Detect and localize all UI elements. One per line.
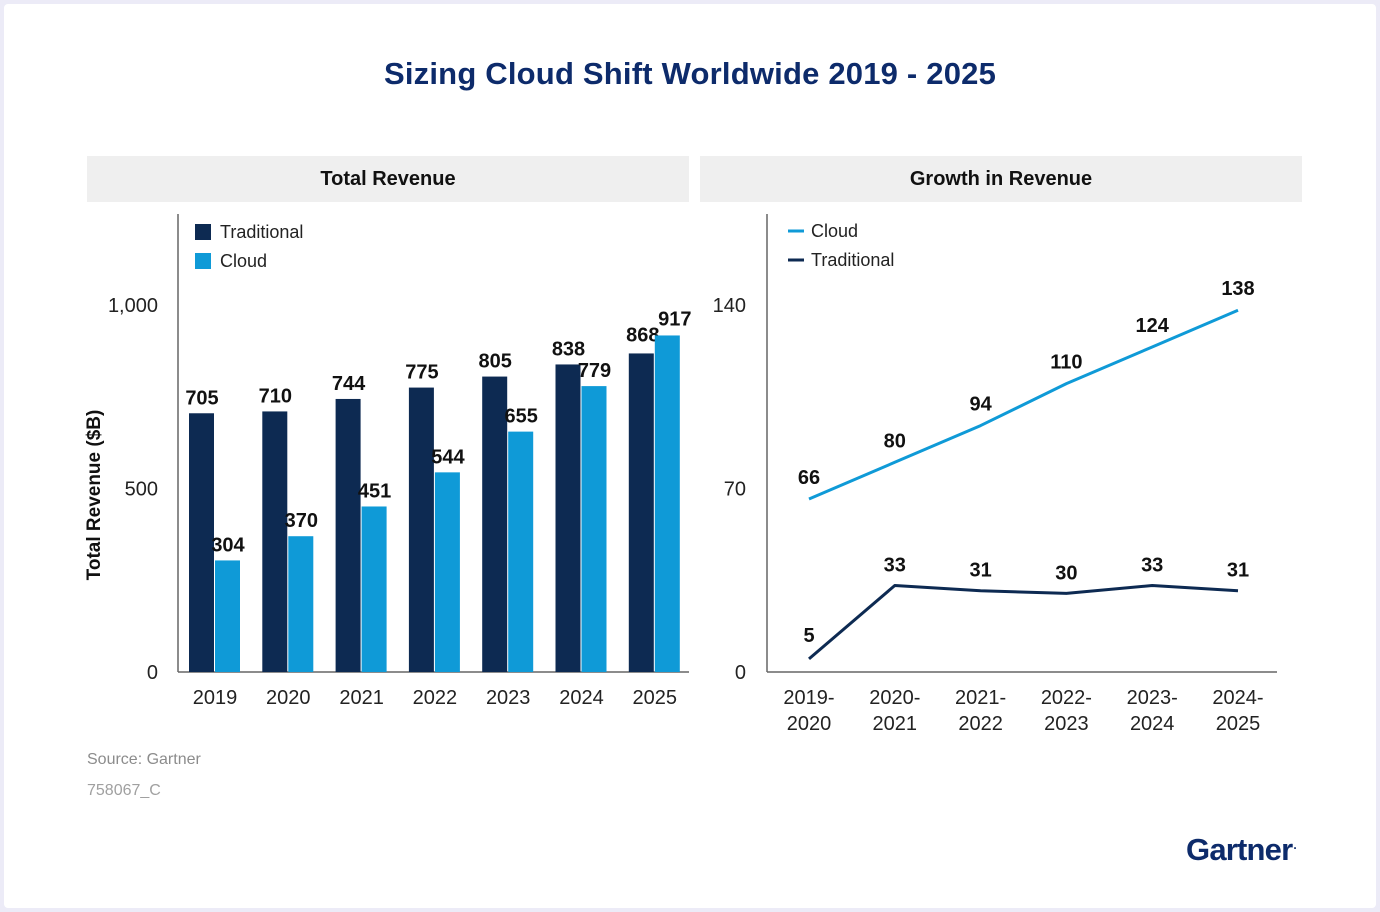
line-data-label: 5 [803, 625, 814, 647]
growth-revenue-panel-header: Growth in Revenue [700, 156, 1302, 202]
bar-y-tick-label: 0 [147, 662, 158, 684]
source-note: Source: Gartner [87, 751, 201, 768]
bar-data-label: 451 [358, 480, 391, 502]
bar-data-label: 710 [259, 385, 292, 407]
bar-y-tick-label: 1,000 [108, 295, 158, 317]
bar-data-label: 868 [626, 324, 659, 346]
legend-label-traditional: Traditional [220, 222, 303, 242]
legend-label-cloud: Cloud [811, 221, 858, 241]
bar-x-tick-label: 2020 [266, 687, 311, 709]
line-y-tick-label: 0 [735, 662, 746, 684]
page-title: Sizing Cloud Shift Worldwide 2019 - 2025 [383, 56, 997, 91]
bar-data-label: 775 [405, 362, 438, 384]
bar-cloud-2024 [581, 386, 607, 672]
line-data-label: 124 [1136, 315, 1170, 337]
line-x-tick-label: 2019- [783, 687, 834, 709]
bar-y-axis-title: Total Revenue ($B) [84, 410, 105, 581]
bar-data-label: 304 [211, 534, 245, 556]
line-x-tick-label: 2022- [1041, 687, 1092, 709]
bar-x-tick-label: 2019 [193, 687, 238, 709]
gartner-logo: Gartner. [1186, 832, 1297, 868]
line-x-tick-label: 2020 [787, 713, 832, 735]
bar-x-tick-label: 2025 [633, 687, 678, 709]
bar-x-tick-label: 2023 [486, 687, 531, 709]
line-y-tick-label: 140 [713, 295, 746, 317]
line-data-label: 110 [1050, 352, 1082, 374]
line-data-label: 94 [969, 394, 992, 416]
bar-traditional-2025 [628, 353, 654, 672]
line-x-tick-label: 2020- [869, 687, 920, 709]
bar-cloud-2019 [215, 560, 240, 672]
line-data-label: 31 [969, 560, 991, 582]
line-data-label: 30 [1055, 562, 1077, 584]
bar-x-tick-label: 2024 [559, 687, 604, 709]
line-x-tick-label: 2023- [1127, 687, 1178, 709]
legend-swatch-cloud [195, 253, 211, 269]
gartner-logo-text: Gartner [1186, 832, 1293, 867]
total-revenue-panel-header: Total Revenue [87, 156, 689, 202]
legend-label-cloud: Cloud [220, 251, 267, 271]
bar-data-label: 544 [431, 446, 465, 468]
bar-data-label: 838 [552, 338, 585, 360]
bar-data-label: 779 [578, 360, 611, 382]
bar-traditional-2022 [408, 387, 434, 672]
bar-traditional-2024 [555, 364, 581, 672]
bar-traditional-2020 [262, 411, 288, 672]
figure-id: 758067_C [87, 782, 161, 799]
line-data-label: 80 [884, 430, 906, 452]
line-x-tick-label: 2021 [873, 713, 918, 735]
line-x-tick-label: 2021- [955, 687, 1006, 709]
line-data-label: 33 [1141, 554, 1163, 576]
line-x-tick-label: 2023 [1044, 713, 1089, 735]
line-x-tick-label: 2024- [1212, 687, 1263, 709]
line-y-tick-label: 70 [724, 479, 746, 501]
line-x-tick-label: 2025 [1216, 713, 1261, 735]
series-line-cloud [808, 308, 1239, 501]
bar-data-label: 744 [332, 373, 366, 395]
line-data-label: 33 [884, 554, 906, 576]
bar-data-label: 805 [479, 351, 512, 373]
gartner-logo-mark: . [1293, 837, 1296, 852]
line-data-label: 138 [1221, 278, 1254, 300]
bar-cloud-2023 [508, 431, 534, 672]
line-data-label: 31 [1227, 560, 1249, 582]
line-x-tick-label: 2024 [1130, 713, 1175, 735]
bar-cloud-2020 [288, 536, 314, 672]
bar-data-label: 917 [658, 308, 691, 330]
chart-card [4, 4, 1376, 908]
line-x-tick-label: 2022 [958, 713, 1003, 735]
series-line-traditional [808, 583, 1239, 661]
legend-swatch-traditional [195, 224, 211, 240]
bar-data-label: 705 [185, 387, 218, 409]
legend-label-traditional: Traditional [811, 250, 894, 270]
bar-x-tick-label: 2021 [339, 687, 384, 709]
bar-cloud-2025 [654, 335, 680, 672]
bar-traditional-2021 [335, 398, 361, 672]
bar-y-tick-label: 500 [125, 479, 158, 501]
bar-x-tick-label: 2022 [413, 687, 458, 709]
line-data-label: 66 [798, 467, 820, 489]
bar-cloud-2022 [434, 472, 460, 672]
bar-traditional-2023 [482, 376, 508, 672]
bar-data-label: 370 [285, 510, 318, 532]
bar-data-label: 655 [505, 406, 538, 428]
bar-traditional-2019 [189, 413, 214, 672]
bar-cloud-2021 [361, 506, 387, 672]
